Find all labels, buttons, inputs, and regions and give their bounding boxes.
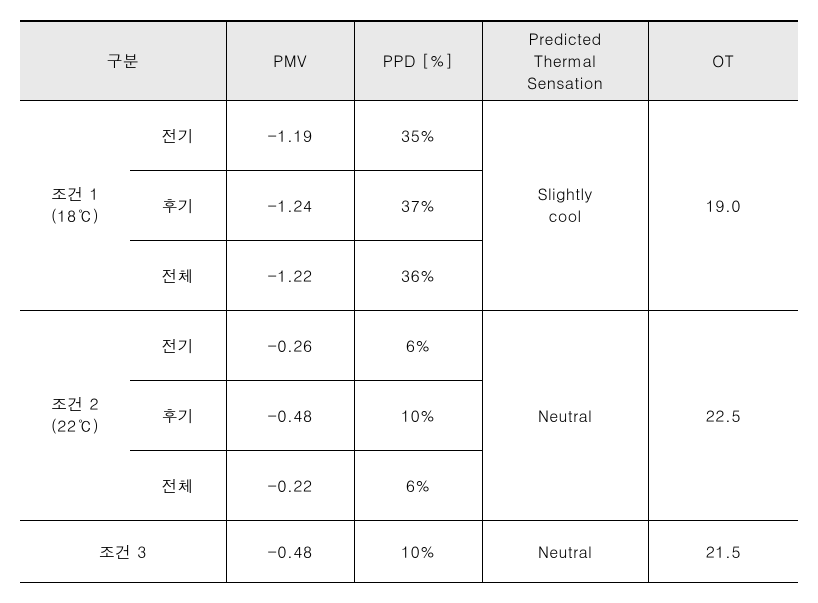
group2-pmv-1: -0.48 <box>226 380 354 450</box>
group2-label: 조건 2 (22℃) <box>20 310 130 520</box>
group1-pts-line1: Slightly <box>538 182 593 205</box>
group1-ppd-2: 36% <box>354 240 482 310</box>
group2-label-line2: (22℃) <box>51 414 99 437</box>
col-header-ppd: PPD [%] <box>354 21 482 100</box>
group2-pmv-0: -0.26 <box>226 310 354 380</box>
group1-pts: Slightly cool <box>482 100 648 310</box>
group2-ppd-0: 6% <box>354 310 482 380</box>
group2-pmv-2: -0.22 <box>226 450 354 520</box>
thermal-comfort-table: 구분 PMV PPD [%] Predicted Thermal Sensati… <box>20 20 798 583</box>
group1-ppd-1: 37% <box>354 170 482 240</box>
col-header-ot: OT <box>648 21 798 100</box>
table-row: 조건 3 -0.48 10% Neutral 21.5 <box>20 520 798 582</box>
group3-ot: 21.5 <box>648 520 798 582</box>
table-row: 조건 2 (22℃) 전기 -0.26 6% Neutral 22.5 <box>20 310 798 380</box>
group3-ppd: 10% <box>354 520 482 582</box>
group2-ot: 22.5 <box>648 310 798 520</box>
group1-label-line2: (18℃) <box>51 204 99 227</box>
group2-sub-0: 전기 <box>130 310 226 380</box>
col-header-pts: Predicted Thermal Sensation <box>482 21 648 100</box>
col-header-pmv: PMV <box>226 21 354 100</box>
group3-pts: Neutral <box>482 520 648 582</box>
col-header-pts-line3: Sensation <box>527 71 603 94</box>
col-header-category: 구분 <box>20 21 226 100</box>
group2-label-line1: 조건 2 <box>51 392 99 415</box>
group2-sub-1: 후기 <box>130 380 226 450</box>
group2-pts: Neutral <box>482 310 648 520</box>
group1-pmv-2: -1.22 <box>226 240 354 310</box>
col-header-pts-line2: Thermal <box>534 49 596 72</box>
group1-sub-1: 후기 <box>130 170 226 240</box>
group1-label: 조건 1 (18℃) <box>20 100 130 310</box>
group1-pmv-0: -1.19 <box>226 100 354 170</box>
group1-label-line1: 조건 1 <box>51 182 99 205</box>
group2-sub-2: 전체 <box>130 450 226 520</box>
group2-ppd-1: 10% <box>354 380 482 450</box>
group1-ot: 19.0 <box>648 100 798 310</box>
group1-pts-line2: cool <box>548 204 581 227</box>
group2-ppd-2: 6% <box>354 450 482 520</box>
col-header-pts-line1: Predicted <box>528 27 601 50</box>
group1-pmv-1: -1.24 <box>226 170 354 240</box>
group1-sub-2: 전체 <box>130 240 226 310</box>
group1-sub-0: 전기 <box>130 100 226 170</box>
group3-label: 조건 3 <box>20 520 226 582</box>
group2-pts-line1: Neutral <box>538 404 592 427</box>
group3-pmv: -0.48 <box>226 520 354 582</box>
table-row: 조건 1 (18℃) 전기 -1.19 35% Slightly cool 19… <box>20 100 798 170</box>
group1-ppd-0: 35% <box>354 100 482 170</box>
